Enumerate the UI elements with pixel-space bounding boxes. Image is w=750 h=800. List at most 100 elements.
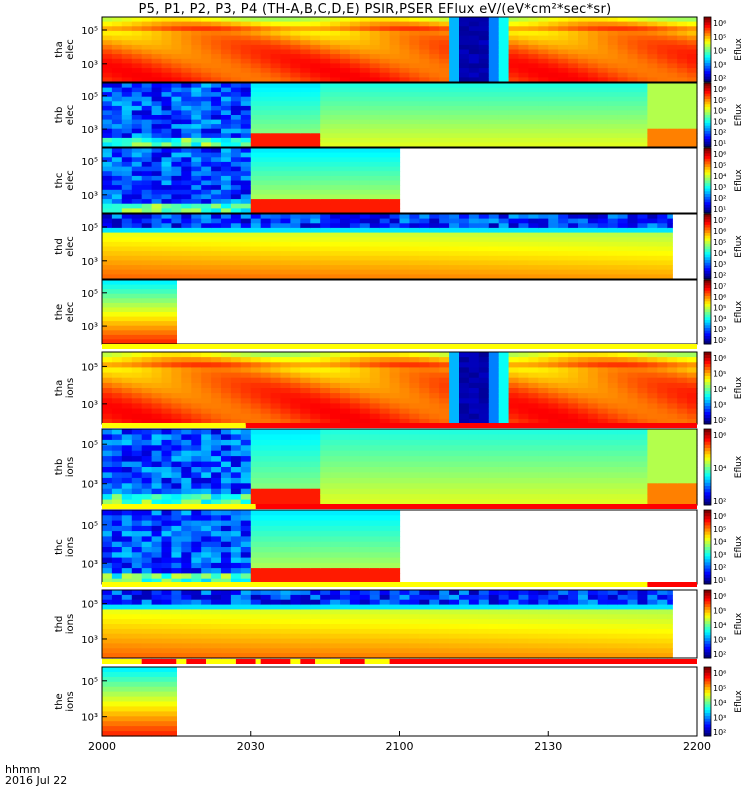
spectrogram-cell: [478, 142, 490, 148]
spectrogram-cell: [389, 362, 401, 368]
spectrogram-cell: [657, 237, 668, 243]
colorbar-segment: [704, 403, 711, 407]
spectrogram-cell: [518, 101, 529, 107]
spectrogram-cell: [151, 208, 163, 214]
spectrogram-cell: [320, 142, 331, 148]
spectrogram-cell: [290, 461, 301, 468]
spectrogram-cell: [131, 255, 143, 261]
spectrogram-cell: [637, 494, 648, 501]
spectrogram-cell: [449, 274, 460, 280]
spectrogram-cell: [221, 393, 232, 399]
colorbar-tick-label: 10²: [713, 194, 726, 203]
spectrogram-cell: [399, 382, 410, 389]
spectrogram-cell: [528, 124, 539, 130]
spectrogram-cell: [171, 280, 177, 286]
spectrogram-cell: [280, 21, 291, 27]
spectrogram-cell: [429, 115, 440, 121]
spectrogram-cell: [478, 494, 490, 501]
spectrogram-cell: [449, 413, 460, 420]
spectrogram-cell: [320, 30, 331, 37]
spectrogram-cell: [449, 352, 460, 358]
spectrogram-cell: [131, 58, 143, 64]
spectrogram-cell: [399, 223, 410, 229]
spectrogram-cell: [240, 124, 252, 130]
spectrogram-cell: [578, 377, 589, 384]
spectrogram-cell: [568, 377, 579, 384]
spectrogram-cell: [240, 377, 252, 384]
spectrogram-cell: [409, 142, 420, 148]
spectrogram-cell: [369, 408, 381, 415]
spectrogram-cell: [449, 488, 460, 495]
spectrogram-cell: [439, 49, 450, 55]
spectrogram-cell: [617, 87, 629, 93]
spectrogram-cell: [538, 488, 549, 495]
spectrogram-cell: [548, 44, 559, 51]
spectrogram-cell: [121, 280, 133, 286]
spectrogram-cell: [439, 68, 450, 74]
spectrogram-cell: [121, 265, 133, 271]
spectrogram-cell: [221, 26, 232, 32]
spectrogram-cell: [349, 232, 361, 238]
spectrogram-cell: [468, 377, 480, 384]
spectrogram-cell: [270, 232, 282, 238]
spectrogram-cell: [568, 367, 579, 374]
spectrogram-cell: [131, 307, 143, 313]
spectrogram-cell: [478, 223, 490, 229]
spectrogram-cell: [528, 227, 539, 234]
spectrogram-cell: [191, 49, 202, 55]
spectrogram-cell: [459, 68, 470, 74]
spectrogram-cell: [528, 87, 539, 93]
spectrogram-cell: [528, 63, 539, 69]
spectrogram-cell: [161, 241, 172, 248]
spectrogram-cell: [330, 203, 341, 209]
spectrogram-cell: [201, 408, 212, 415]
spectrogram-cell: [270, 17, 282, 23]
spectrogram-cell: [578, 68, 589, 74]
spectrogram-cell: [161, 393, 172, 399]
spectrogram-cell: [667, 137, 678, 144]
spectrogram-cell: [359, 87, 371, 93]
colorbar-segment: [704, 498, 711, 503]
spectrogram-cell: [607, 439, 619, 446]
spectrogram-cell: [260, 142, 272, 148]
spectrogram-cell: [459, 40, 470, 46]
colorbar-segment: [704, 492, 711, 496]
spectrogram-cell: [121, 499, 133, 506]
spectrogram-cell: [627, 362, 639, 368]
spectrogram-cell: [459, 17, 470, 23]
spectrogram-cell: [578, 241, 589, 248]
spectrogram-cell: [151, 472, 163, 479]
spectrogram-cell: [667, 17, 678, 23]
spectrogram-cell: [111, 488, 123, 495]
spectrogram-cell: [518, 26, 529, 32]
spectrogram-cell: [141, 325, 153, 331]
spectrogram-cell: [181, 203, 192, 209]
spectrogram-cell: [677, 133, 688, 139]
spectrogram-cell: [340, 367, 351, 374]
spectrogram-cell: [191, 218, 202, 224]
colorbar-segment: [704, 370, 711, 374]
spectrogram-cell: [478, 269, 490, 275]
colorbar-segment: [704, 96, 711, 100]
spectrogram-cell: [597, 461, 609, 468]
spectrogram-cell: [151, 274, 163, 280]
spectrogram-cell: [270, 26, 282, 32]
spectrogram-cell: [250, 223, 262, 229]
spectrogram-cell: [141, 439, 153, 446]
spectrogram-cell: [478, 382, 490, 389]
spectrogram-cell: [369, 237, 381, 243]
spectrogram-cell: [409, 357, 420, 363]
spectrogram-cell: [181, 17, 192, 23]
spectrogram-cell: [340, 372, 351, 379]
spectrogram-cell: [240, 382, 252, 389]
spectrogram-cell: [111, 246, 123, 252]
spectrogram-cell: [211, 175, 222, 182]
spectrogram-cell: [191, 246, 202, 252]
spectrogram-cell: [102, 274, 113, 280]
spectrogram-cell: [151, 362, 163, 368]
spectrogram-cell: [548, 105, 559, 112]
spectrogram-cell: [439, 92, 450, 98]
spectrogram-cell: [369, 194, 381, 200]
spectrogram-cell: [340, 189, 351, 195]
spectrogram-cell: [518, 434, 529, 441]
